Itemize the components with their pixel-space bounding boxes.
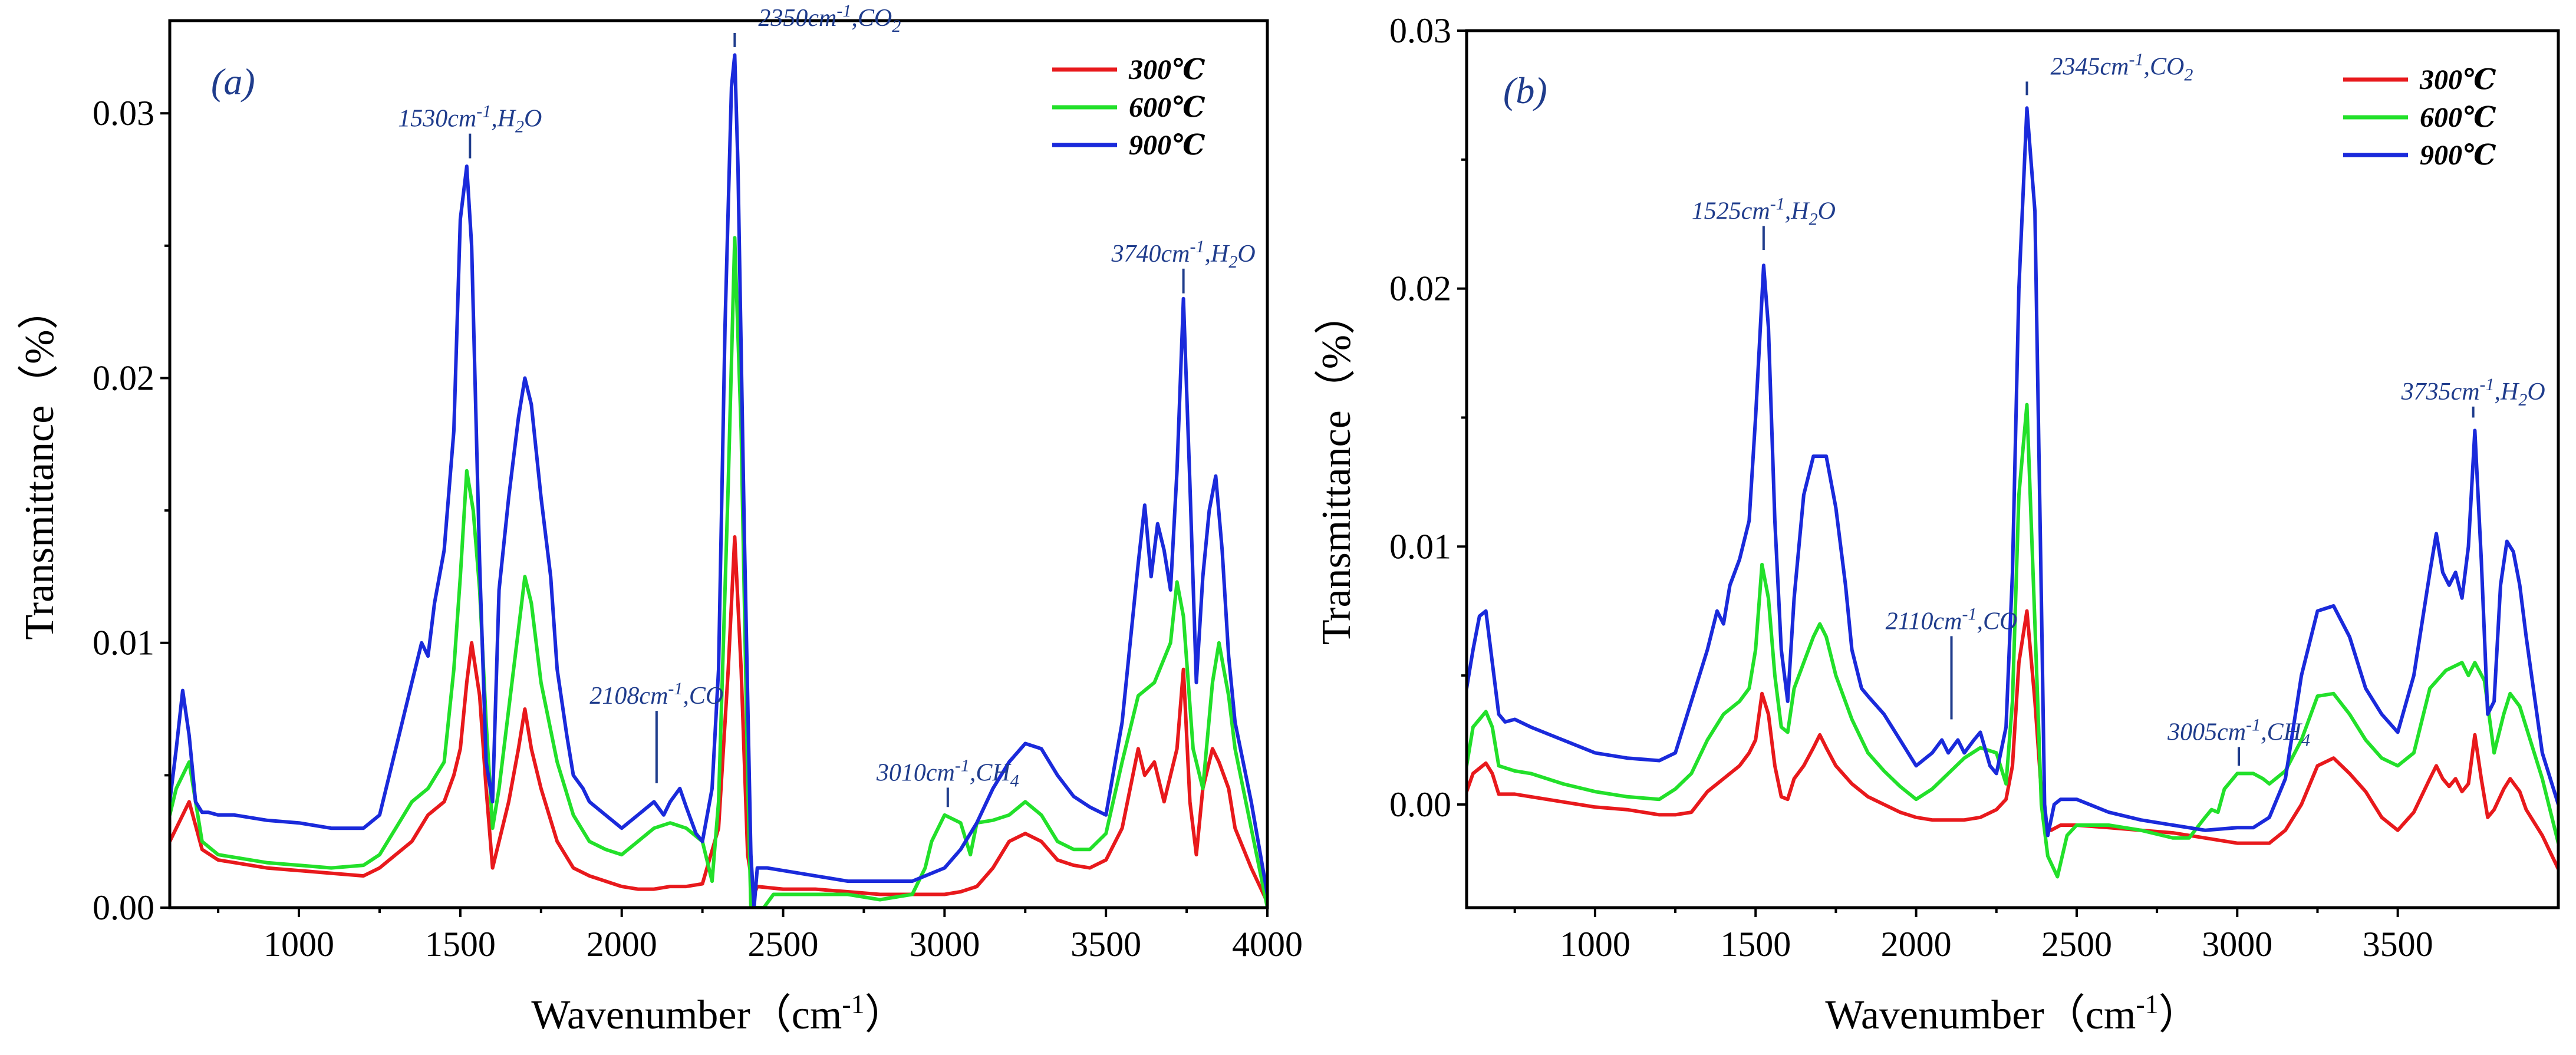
- chart-panel-b: 1000 1500 2000 2500 3000 3500 0.00 0.01 0.02 0.03…: [1314, 11, 2560, 1038]
- peak-annotation: 1525cm-1,H2O: [1692, 194, 1836, 250]
- legend-label: 300℃: [1128, 54, 1205, 85]
- panel-label: (a): [211, 61, 255, 103]
- x-tick-label: 1000: [263, 925, 334, 964]
- series-line-600c: [1467, 403, 2558, 879]
- x-tick-label: 2500: [2041, 925, 2112, 964]
- series-line-300c: [170, 535, 1267, 904]
- series-line-900c: [170, 53, 1267, 908]
- x-tick-label: 1500: [425, 925, 496, 964]
- peak-annotation: 3005cm-1,CH4: [2167, 716, 2310, 766]
- annotation-label: 2345cm-1,CO2: [2051, 50, 2193, 84]
- annotation-label: 3010cm-1,CH4: [876, 756, 1019, 790]
- y-tick-label: 0.01: [93, 624, 154, 662]
- x-tick-label: 3000: [909, 925, 980, 964]
- annotation-label: 2110cm-1,CO: [1886, 604, 2018, 635]
- x-tick-label: 2500: [748, 925, 819, 964]
- peak-annotation: 2350cm-1,CO2: [733, 1, 901, 47]
- x-tick-label: 3500: [1070, 925, 1141, 964]
- peak-annotation: 2345cm-1,CO2: [2025, 50, 2193, 95]
- y-tick-label: 0.02: [93, 358, 154, 397]
- legend-label: 600℃: [2420, 102, 2496, 133]
- panel-label: (b): [1503, 70, 1547, 111]
- legend-label: 600℃: [1129, 92, 1205, 123]
- y-tick-label: 0.00: [93, 888, 154, 927]
- annotation-label: 2108cm-1,CO: [589, 679, 723, 710]
- legend-label: 900℃: [1129, 130, 1205, 161]
- annotation-label: 3735cm-1,H2O: [2401, 375, 2545, 410]
- x-tick-label: 3000: [2202, 925, 2272, 964]
- x-tick-label: 1500: [1720, 925, 1791, 964]
- x-axis-label: Wavenumber（cm-1）: [1825, 989, 2199, 1038]
- x-tick-label: 3500: [2363, 925, 2433, 964]
- x-tick-label: 1000: [1560, 925, 1630, 964]
- y-tick-label: 0.02: [1389, 269, 1451, 308]
- legend-label: 900℃: [2420, 140, 2496, 171]
- chart-panel-a: 1000 1500 2000 2500 3000 3500 4000 0.00 0.01 0.02…: [17, 1, 1303, 1038]
- series-line-300c: [1467, 609, 2558, 871]
- series-line-900c: [1467, 106, 2558, 838]
- legend: 300℃ 600℃ 900℃: [2343, 64, 2496, 171]
- annotation-label: 1530cm-1,H2O: [398, 102, 542, 137]
- annotation-label: 3740cm-1,H2O: [1111, 237, 1256, 272]
- y-tick-label: 0.01: [1389, 527, 1451, 566]
- peak-annotation: 3735cm-1,H2O: [2401, 375, 2545, 418]
- x-axis-label: Wavenumber（cm-1）: [531, 989, 905, 1038]
- series-line-600c: [170, 236, 1267, 908]
- annotation-label: 3005cm-1,CH4: [2167, 716, 2310, 750]
- legend: 300℃ 600℃ 900℃: [1052, 54, 1205, 161]
- peak-annotation: 3010cm-1,CH4: [876, 756, 1019, 807]
- annotation-label: 2350cm-1,CO2: [758, 1, 901, 36]
- series-group: [1467, 106, 2558, 879]
- plot-frame: [1465, 29, 2560, 909]
- y-axis-label: Transmittance（%）: [17, 288, 62, 639]
- x-tick-label: 2000: [587, 925, 657, 964]
- y-tick-label: 0.00: [1389, 785, 1451, 824]
- x-tick-label: 2000: [1881, 925, 1952, 964]
- peak-annotation: 1530cm-1,H2O: [398, 102, 542, 159]
- x-tick-label: 4000: [1232, 925, 1303, 964]
- series-group: [170, 53, 1267, 908]
- annotation-label: 1525cm-1,H2O: [1692, 194, 1836, 229]
- legend-label: 300℃: [2419, 64, 2496, 95]
- y-tick-label: 0.03: [1389, 11, 1451, 50]
- peak-annotation: 3740cm-1,H2O: [1111, 237, 1256, 294]
- y-tick-label: 0.03: [93, 94, 154, 133]
- plot-frame: [168, 19, 1269, 909]
- y-axis-label: Transmittance（%）: [1314, 294, 1359, 645]
- peak-annotation: 2108cm-1,CO: [589, 679, 723, 783]
- peak-annotation: 2110cm-1,CO: [1886, 604, 2018, 720]
